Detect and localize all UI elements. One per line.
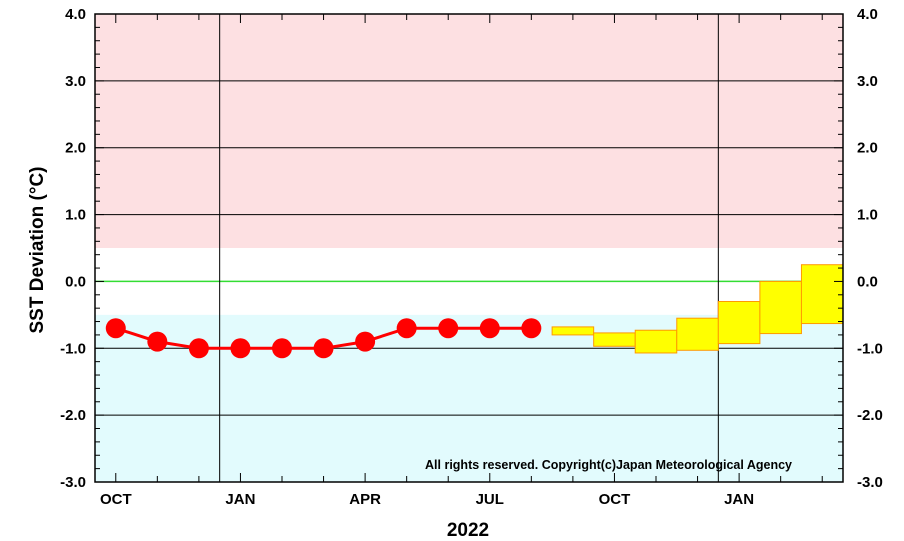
observed-point: [147, 332, 167, 352]
observed-point: [230, 338, 250, 358]
observed-point: [438, 318, 458, 338]
observed-point: [397, 318, 417, 338]
y-tick-label-left: 2.0: [65, 140, 86, 157]
x-tick-label: APR: [349, 491, 381, 508]
y-tick-label-right: -2.0: [857, 407, 883, 424]
x-tick-label: OCT: [599, 491, 631, 508]
observed-point: [480, 318, 500, 338]
forecast-box: [635, 330, 677, 353]
x-tick-label: JUL: [476, 491, 504, 508]
y-tick-label-right: 2.0: [857, 140, 878, 157]
observed-point: [314, 338, 334, 358]
forecast-box: [677, 318, 719, 350]
y-tick-label-left: 3.0: [65, 73, 86, 90]
x-tick-label: JAN: [724, 491, 754, 508]
x-tick-label: OCT: [100, 491, 132, 508]
observed-point: [272, 338, 292, 358]
x-tick-label: JAN: [225, 491, 255, 508]
y-tick-label-right: 0.0: [857, 273, 878, 290]
forecast-box: [552, 327, 594, 335]
deviation-bands: [95, 14, 843, 482]
observed-point: [521, 318, 541, 338]
y-tick-label-right: -1.0: [857, 340, 883, 357]
forecast-box: [760, 281, 802, 333]
y-tick-label-right: 1.0: [857, 207, 878, 224]
y-tick-label-left: -1.0: [60, 340, 86, 357]
y-tick-label-left: -3.0: [60, 474, 86, 491]
x-axis-title: 2022: [447, 520, 489, 541]
copyright-notice: All rights reserved. Copyright(c)Japan M…: [425, 458, 792, 472]
observed-point: [355, 332, 375, 352]
y-tick-label-right: 4.0: [857, 6, 878, 23]
observed-point: [106, 318, 126, 338]
y-tick-label-left: 4.0: [65, 6, 86, 23]
observed-point: [189, 338, 209, 358]
forecast-box: [801, 265, 843, 324]
y-tick-label-left: -2.0: [60, 407, 86, 424]
y-tick-label-right: 3.0: [857, 73, 878, 90]
y-tick-label-left: 0.0: [65, 273, 86, 290]
forecast-box: [718, 301, 760, 343]
y-tick-label-right: -3.0: [857, 474, 883, 491]
y-tick-label-left: 1.0: [65, 207, 86, 224]
forecast-box: [594, 333, 636, 346]
warm-band: [95, 14, 843, 248]
y-axis-title: SST Deviation (°C): [27, 166, 48, 333]
